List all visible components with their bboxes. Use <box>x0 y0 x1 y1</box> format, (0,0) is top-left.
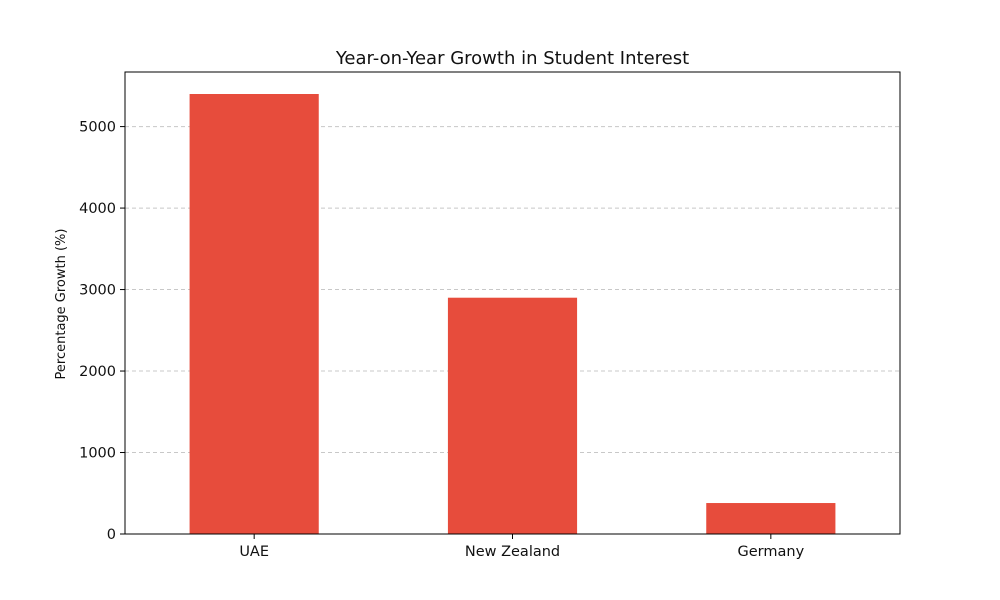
bar-germany <box>706 503 836 534</box>
plot-frame <box>124 71 901 535</box>
y-tick-label: 4000 <box>79 201 116 217</box>
chart-title: Year-on-Year Growth in Student Interest <box>335 48 689 69</box>
bar-uae <box>189 94 319 534</box>
x-tick-label: New Zealand <box>465 544 560 560</box>
bars <box>189 94 836 534</box>
y-tick-label: 1000 <box>79 446 116 462</box>
bar-new-zealand <box>447 297 578 534</box>
y-tick-label: 0 <box>107 527 116 543</box>
y-axis-label: Percentage Growth (%) <box>54 229 69 380</box>
y-tick-label: 5000 <box>79 120 116 136</box>
x-tick-label: UAE <box>239 544 269 560</box>
y-tick-label: 2000 <box>79 364 116 380</box>
axis-ticks: 0 1000 2000 3000 4000 5000 UAE New Zealand Germa… <box>79 120 804 560</box>
x-tick-label: Germany <box>738 544 805 560</box>
y-tick-label: 3000 <box>79 283 116 299</box>
